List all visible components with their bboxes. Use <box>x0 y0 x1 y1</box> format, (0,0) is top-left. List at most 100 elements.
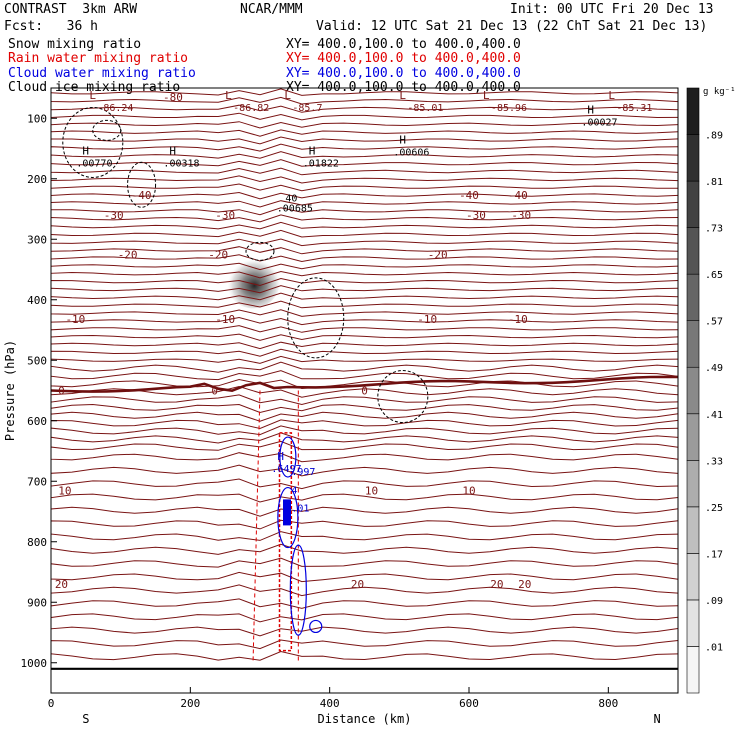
colorbar-level-label: .57 <box>705 317 723 328</box>
field-xy-rain: XY= 400.0,100.0 to 400.0,400.0 <box>286 51 521 66</box>
temperature-isotherm <box>50 531 679 541</box>
y-tick-label: 400 <box>27 294 47 307</box>
temperature-isotherm <box>50 348 679 357</box>
colorbar-level-label: .17 <box>705 549 723 560</box>
cloud-water-label: .01 <box>291 504 309 515</box>
isotherm-label: -40 <box>132 189 152 202</box>
y-tick-label: 200 <box>27 173 47 186</box>
extremum-low-marker: L <box>483 89 490 102</box>
cloud-ice-label: 40 <box>285 194 297 205</box>
temperature-isotherm <box>50 613 679 623</box>
isotherm-label: 20 <box>490 578 503 591</box>
isotherm-label: -10 <box>65 313 85 326</box>
colorbar-level-label: .49 <box>705 363 723 374</box>
temperature-isotherm <box>50 341 679 350</box>
temperature-isotherm <box>50 452 679 463</box>
temperature-isotherm <box>50 355 679 364</box>
temperature-isotherm <box>50 571 679 583</box>
temperature-isotherm <box>50 136 679 145</box>
isotherm-label: -30 <box>215 209 235 222</box>
y-tick-label: 1000 <box>21 657 48 670</box>
temperature-isotherm <box>50 200 679 208</box>
colorbar-level-label: .33 <box>705 456 723 467</box>
extremum-low-marker: L <box>284 89 291 102</box>
cloud-ice-contour <box>287 277 345 359</box>
extremum-value: .6497 <box>271 464 301 475</box>
colorbar-segment <box>686 366 700 415</box>
y-tick-label: 500 <box>27 354 47 367</box>
temperature-isotherm <box>50 411 679 422</box>
temperature-isotherm <box>50 378 679 390</box>
cloud-water-contour <box>309 619 323 634</box>
temperature-isotherm <box>50 277 679 287</box>
isotherm-label: 20 <box>518 578 531 591</box>
extremum-value: -85.31 <box>616 103 652 114</box>
extremum-high-marker: H <box>399 134 406 147</box>
temperature-isotherm <box>50 221 679 230</box>
isotherm-0c <box>50 375 679 393</box>
temperature-isotherm <box>50 557 679 568</box>
y-tick-label: 800 <box>27 536 47 549</box>
temperature-isotherm <box>50 519 679 530</box>
colorbar-segment <box>686 599 700 647</box>
cloud-water-core <box>282 499 291 526</box>
cloud-water-label: 4 <box>291 485 297 496</box>
temperature-isotherm <box>50 506 679 517</box>
colorbar-level-label: .09 <box>705 596 723 607</box>
extremum-low-marker: L <box>399 89 406 102</box>
temperature-isotherm <box>50 598 679 609</box>
x-axis-label: Distance (km) <box>318 712 412 726</box>
x-tick-label: 200 <box>180 697 200 710</box>
colorbar-segment <box>686 646 700 694</box>
cloud-ice-contour <box>245 241 275 261</box>
colorbar-level-label: .01 <box>705 642 723 653</box>
isotherm-label: -10 <box>508 313 528 326</box>
colorbar-level-label: .73 <box>705 224 723 235</box>
north-end-label: N <box>653 712 660 726</box>
x-tick-label: 800 <box>598 697 618 710</box>
temperature-isotherm <box>50 262 679 271</box>
colorbar-segment <box>686 134 700 182</box>
cloud-water-label: .997 <box>291 467 315 478</box>
rain-mixing-ratio-contour <box>252 390 299 663</box>
colorbar-level-label: .81 <box>705 177 723 188</box>
temperature-isotherm <box>50 370 679 381</box>
x-tick-label: 600 <box>459 697 479 710</box>
x-tick-label: 0 <box>48 697 55 710</box>
colorbar-segment <box>686 460 700 508</box>
temperature-isotherm <box>50 191 679 200</box>
extremum-value: -86.24 <box>97 103 133 114</box>
field-xy-cloud-water: XY= 400.0,100.0 to 400.0,400.0 <box>286 66 521 81</box>
temperature-isotherm <box>50 112 679 121</box>
extremum-value: .00770 <box>76 159 112 170</box>
temperature-isotherm <box>50 543 679 555</box>
temperature-isotherm <box>50 167 679 176</box>
extremum-value: -86.82 <box>233 103 269 114</box>
temperature-isotherm <box>50 121 679 129</box>
isotherm-label: 20 <box>351 578 364 591</box>
plot-title: CONTRAST 3km ARW <box>4 2 138 17</box>
temperature-isotherm <box>50 432 679 444</box>
temperature-isotherm <box>50 493 679 503</box>
extremum-value: -85.96 <box>491 103 527 114</box>
init-time: Init: 00 UTC Fri 20 Dec 13 <box>510 2 714 17</box>
temperature-isotherm <box>50 159 679 167</box>
field-label-snow: Snow mixing ratio <box>8 37 142 52</box>
cloud-ice-label: .00685 <box>277 203 313 214</box>
field-label-cloud-water: Cloud water mixing ratio <box>8 66 196 81</box>
extremum-low-marker: L <box>89 89 96 102</box>
isotherm-label: 0 <box>211 385 218 398</box>
cloud-water-contour <box>289 544 307 636</box>
temperature-isotherm <box>50 129 679 137</box>
temperature-isotherm <box>50 214 679 223</box>
temperature-isotherm <box>50 175 679 184</box>
temperature-isotherm <box>50 419 679 430</box>
temperature-isotherm <box>50 292 679 301</box>
temperature-isotherm <box>50 229 679 238</box>
colorbar-segment <box>686 506 700 554</box>
extremum-low-marker: L <box>225 89 232 102</box>
isotherm-label: -30 <box>511 209 531 222</box>
colorbar-segment <box>686 180 700 228</box>
extremum-high-marker: H <box>82 145 89 158</box>
y-tick-label: 300 <box>27 233 47 246</box>
